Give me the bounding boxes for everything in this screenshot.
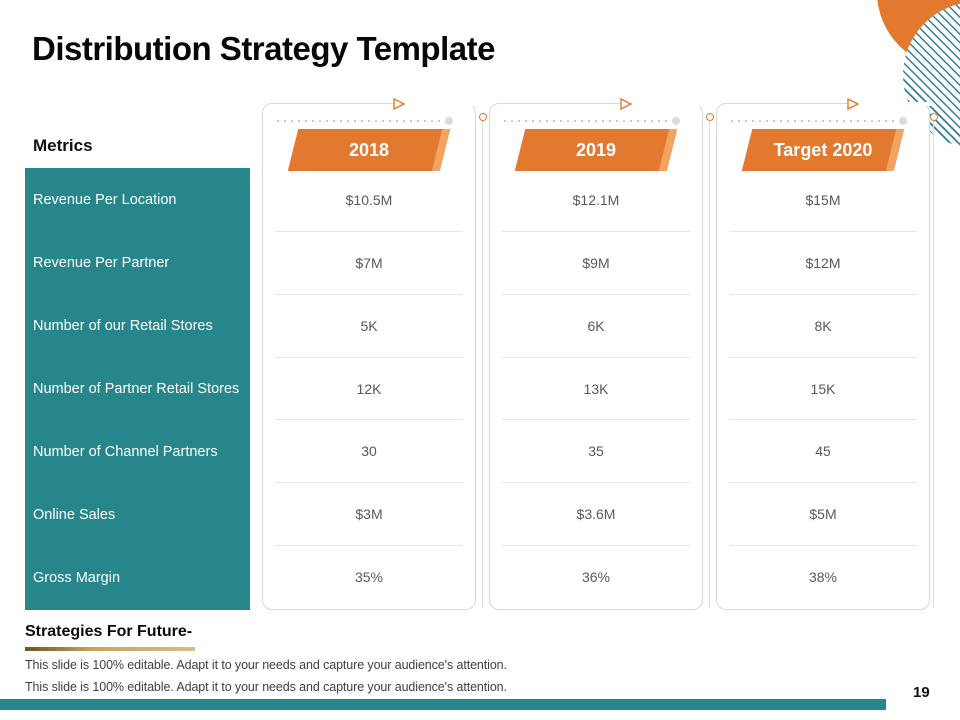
strategies-underline [25, 647, 195, 651]
table-cell: 36% [502, 545, 690, 608]
table-cell: $10.5M [345, 191, 393, 208]
table-cell: $3.6M [502, 482, 690, 545]
vertical-connector-line [478, 113, 487, 608]
table-cell: 6K [502, 293, 690, 357]
dot-end-decoration [899, 117, 907, 125]
arrow-right-icon [619, 97, 633, 115]
vertical-connector-line [705, 113, 714, 608]
connector-dot-icon [478, 113, 487, 121]
table-cell: 15K [729, 356, 917, 420]
table-cell: $5M [729, 482, 917, 545]
year-header-label: 2019 [575, 139, 617, 160]
value-cells: $12.1M $9M 6K 13K 35 $3.6M 36% [502, 169, 690, 608]
year-column-2019: 2019 $12.1M $9M 6K 13K 35 $3.6M 36% [489, 97, 704, 610]
bottom-accent-bar [0, 699, 886, 710]
table-cell: $9M [502, 230, 690, 294]
footer-note-2: This slide is 100% editable. Adapt it to… [25, 680, 507, 694]
connector-dot-icon [929, 113, 938, 121]
dot-end-decoration [445, 117, 453, 125]
table-cell: 35 [502, 419, 690, 482]
table-cell: 30 [275, 419, 463, 482]
table-cell: 13K [502, 356, 690, 420]
metric-row-label: Gross Margin [33, 570, 121, 587]
year-header-label: 2018 [348, 139, 390, 160]
metric-row-label: Revenue Per Partner [33, 254, 170, 271]
dotted-line-decoration [731, 120, 895, 122]
strategies-heading: Strategies For Future- [25, 623, 193, 640]
table-cell: 35% [275, 545, 463, 608]
metrics-column: Revenue Per Location Revenue Per Partner… [25, 168, 250, 610]
value-cells: $15M $12M 8K 15K 45 $5M 38% [729, 169, 917, 608]
dotted-line-decoration [277, 120, 441, 122]
year-column-2018: 2018 $10.5M $7M 5K 12K 30 $3M 35% [262, 97, 477, 610]
table-cell: 45 [729, 419, 917, 482]
connector-dot-icon [705, 113, 714, 121]
year-header-ribbon: 2019 [514, 129, 678, 171]
metric-row-label: Number of Channel Partners [33, 444, 218, 461]
card-top-mask [627, 102, 704, 106]
metric-row-label: Revenue Per Location [33, 191, 177, 208]
table-cell: $12.1M [572, 191, 620, 208]
page-number: 19 [913, 684, 930, 701]
metrics-column-header: Metrics [33, 136, 93, 155]
card-top-mask [854, 102, 931, 106]
value-cells: $10.5M $7M 5K 12K 30 $3M 35% [275, 169, 463, 608]
year-header-label: Target 2020 [773, 139, 873, 160]
table-cell: $15M [805, 191, 841, 208]
vertical-connector-line [929, 113, 938, 608]
year-header-ribbon: 2018 [287, 129, 451, 171]
metric-row-label: Number of Partner Retail Stores [33, 380, 240, 397]
table-cell: $3M [275, 482, 463, 545]
footer-note-1: This slide is 100% editable. Adapt it to… [25, 658, 507, 672]
dotted-line-decoration [504, 120, 668, 122]
table-cell: 38% [729, 545, 917, 608]
year-column-target-2020: Target 2020 $15M $12M 8K 15K 45 $5M 38% [716, 97, 931, 610]
dot-end-decoration [672, 117, 680, 125]
table-cell: $12M [729, 230, 917, 294]
metric-row-label: Online Sales [33, 507, 116, 524]
table-cell: $7M [275, 230, 463, 294]
arrow-right-icon [392, 97, 406, 115]
metric-row-label: Number of our Retail Stores [33, 317, 213, 334]
slide-title: Distribution Strategy Template [32, 30, 495, 67]
table-cell: 5K [275, 293, 463, 357]
year-header-ribbon: Target 2020 [741, 129, 905, 171]
arrow-right-icon [846, 97, 860, 115]
table-cell: 8K [729, 293, 917, 357]
table-cell: 12K [275, 356, 463, 420]
card-top-mask [400, 102, 477, 106]
